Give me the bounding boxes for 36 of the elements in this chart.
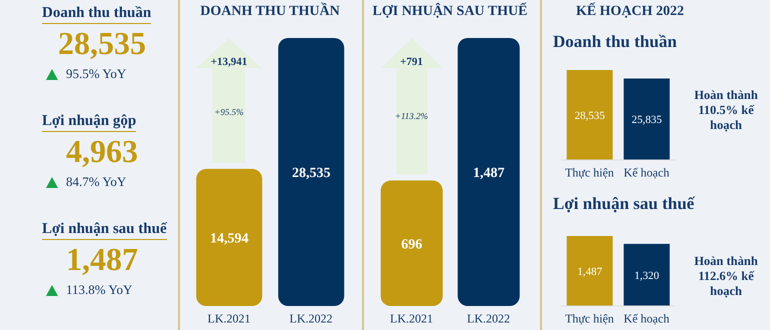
- data-label: 28,535: [574, 110, 606, 122]
- x-tick-label: Kế hoạch: [624, 312, 670, 326]
- text: 113.8% YoY: [66, 282, 132, 298]
- data-label: 696: [401, 237, 422, 252]
- data-label: 25,835: [632, 114, 662, 126]
- x-tick-label: LK.2022: [467, 312, 510, 326]
- annotation: +791: [399, 56, 424, 68]
- x-tick-label: Thực hiện: [565, 312, 614, 326]
- chart-title: DOANH THU THUẦN: [199, 4, 341, 20]
- annotation: +113.2%: [394, 110, 430, 121]
- data-label: 1,487: [577, 266, 603, 278]
- annotation: +13,941: [210, 56, 248, 68]
- text: 84.7% YoY: [66, 174, 126, 190]
- text: Hoàn thành 110.5% kế hoạch: [693, 88, 759, 133]
- chart-subtitle: Lợi nhuận sau thuế: [553, 194, 694, 214]
- x-tick-label: LK.2021: [390, 312, 433, 326]
- data-label: 1,320: [634, 270, 660, 282]
- chart-subtitle: Doanh thu thuần: [553, 32, 677, 52]
- annotation: +95.5%: [213, 107, 245, 118]
- text: 28,535: [57, 24, 147, 62]
- text: Hoàn thành 112.6% kế hoạch: [693, 254, 759, 299]
- data-label: 28,535: [292, 166, 330, 181]
- text: Lợi nhuận sau thuế: [42, 221, 167, 240]
- x-tick-label: LK.2022: [290, 312, 332, 326]
- x-tick-label: LK.2021: [208, 312, 250, 326]
- data-label: 1,487: [472, 166, 504, 181]
- x-tick-label: Thực hiện: [565, 166, 614, 180]
- text: Doanh thu thuần: [42, 5, 152, 24]
- text: 1,487: [65, 240, 139, 278]
- text: 4,963: [65, 132, 139, 170]
- x-tick-label: Kế hoạch: [624, 166, 670, 180]
- text: Lợi nhuận gộp: [42, 113, 136, 132]
- text: 95.5% YoY: [66, 66, 126, 82]
- data-label: 14,594: [210, 231, 248, 246]
- chart-title: LỢI NHUẬN SAU THUẾ: [372, 4, 528, 20]
- chart-title: KẾ HOẠCH 2022: [574, 4, 686, 20]
